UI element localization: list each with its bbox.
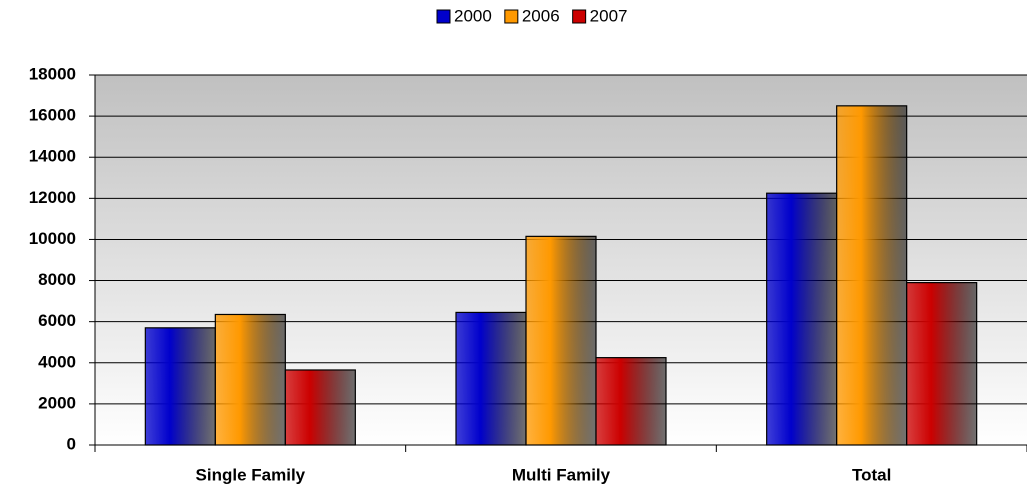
- legend: 2000 2006 2007: [436, 6, 628, 25]
- bar: [595, 357, 667, 446]
- x-tick-label: Total: [852, 465, 891, 484]
- bar: [144, 327, 216, 446]
- bar: [766, 192, 838, 446]
- bar: [214, 313, 286, 446]
- y-tick-label: 10000: [29, 229, 76, 248]
- bar: [455, 311, 527, 446]
- bar: [284, 369, 356, 446]
- y-tick-label: 14000: [29, 147, 76, 166]
- bar: [525, 235, 597, 446]
- y-tick-label: 6000: [38, 311, 76, 330]
- y-tick-label: 16000: [29, 106, 76, 125]
- bar: [836, 105, 908, 446]
- y-tick-label: 8000: [38, 270, 76, 289]
- legend-swatch: [436, 9, 451, 24]
- x-tick-label: Single Family: [196, 465, 306, 484]
- legend-label: 2007: [590, 6, 628, 25]
- legend-label: 2006: [522, 6, 560, 25]
- y-tick-label: 4000: [38, 352, 76, 371]
- x-tick-label: Multi Family: [512, 465, 611, 484]
- legend-label: 2000: [454, 6, 492, 25]
- y-tick-label: 0: [67, 434, 76, 453]
- legend-swatch: [572, 9, 587, 24]
- y-tick-label: 12000: [29, 188, 76, 207]
- legend-swatch: [504, 9, 519, 24]
- y-tick-label: 18000: [29, 64, 76, 83]
- y-tick-label: 2000: [38, 393, 76, 412]
- bar: [906, 282, 978, 446]
